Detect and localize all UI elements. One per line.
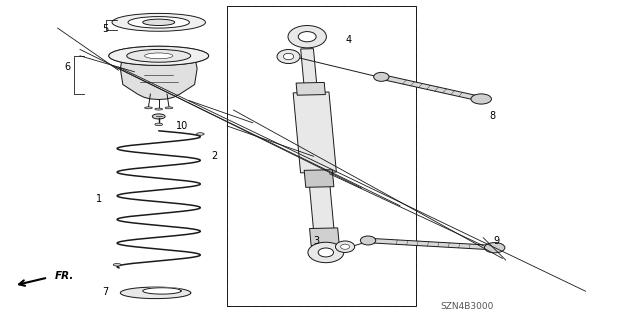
Ellipse shape <box>127 49 191 62</box>
Polygon shape <box>301 49 317 85</box>
Polygon shape <box>143 288 181 294</box>
Ellipse shape <box>284 53 294 60</box>
Bar <box>227 6 416 306</box>
Polygon shape <box>296 82 325 95</box>
Ellipse shape <box>152 114 165 119</box>
Polygon shape <box>120 56 197 100</box>
Text: 7: 7 <box>102 287 109 297</box>
Ellipse shape <box>155 123 163 126</box>
Ellipse shape <box>127 49 191 62</box>
Polygon shape <box>385 76 476 99</box>
Ellipse shape <box>128 17 189 28</box>
Ellipse shape <box>471 94 492 104</box>
Ellipse shape <box>484 242 505 253</box>
Text: 1: 1 <box>96 194 102 204</box>
Polygon shape <box>304 170 334 187</box>
Text: 3: 3 <box>314 236 320 246</box>
Ellipse shape <box>145 107 152 109</box>
Ellipse shape <box>165 107 173 109</box>
Polygon shape <box>120 287 191 299</box>
Ellipse shape <box>298 32 316 42</box>
Polygon shape <box>374 239 487 249</box>
Text: 10: 10 <box>176 121 189 131</box>
Text: 2: 2 <box>211 151 218 161</box>
Ellipse shape <box>113 263 121 266</box>
Ellipse shape <box>360 236 376 245</box>
Ellipse shape <box>335 241 355 252</box>
Text: 8: 8 <box>490 111 496 122</box>
Polygon shape <box>293 92 337 173</box>
Ellipse shape <box>318 248 333 257</box>
Text: 4: 4 <box>346 35 352 45</box>
Ellipse shape <box>374 72 389 81</box>
Ellipse shape <box>308 242 344 263</box>
Ellipse shape <box>288 26 326 48</box>
Bar <box>227 6 416 306</box>
Ellipse shape <box>277 49 300 63</box>
Ellipse shape <box>340 244 349 249</box>
Polygon shape <box>309 184 334 231</box>
Text: 5: 5 <box>102 24 109 34</box>
Ellipse shape <box>112 13 205 31</box>
Ellipse shape <box>109 46 209 65</box>
Ellipse shape <box>196 133 204 135</box>
Ellipse shape <box>109 46 209 65</box>
Text: FR.: FR. <box>54 271 74 281</box>
Ellipse shape <box>145 53 173 59</box>
Text: 9: 9 <box>493 236 499 246</box>
Text: 6: 6 <box>64 62 70 72</box>
Text: SZN4B3000: SZN4B3000 <box>440 302 494 311</box>
Ellipse shape <box>143 19 175 26</box>
Polygon shape <box>310 228 339 246</box>
Ellipse shape <box>155 108 163 110</box>
